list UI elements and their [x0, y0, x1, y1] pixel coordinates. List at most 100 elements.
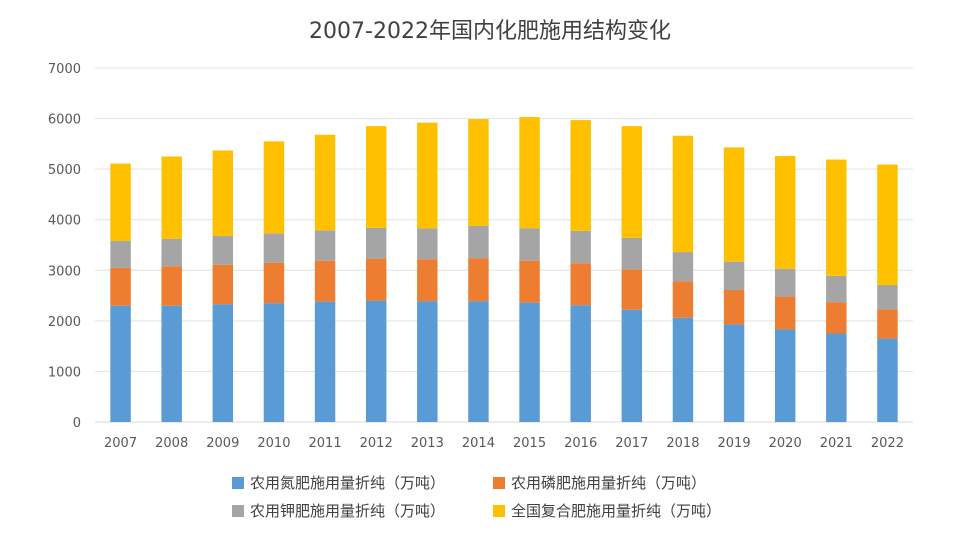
x-tick-label: 2010 — [257, 436, 290, 451]
x-tick-label: 2016 — [564, 436, 597, 451]
bar-segment-series-2-2009 — [212, 235, 234, 265]
y-axis-tick-labels: 0 1000 2000 3000 4000 5000 6000 7000 — [48, 62, 81, 431]
bar-segment-series-3-2009 — [212, 150, 234, 236]
bar-segment-series-2-2017 — [621, 237, 643, 270]
bar-segment-series-2-2010 — [263, 233, 285, 263]
legend-item: 农用磷肥施用量折纯（万吨） — [493, 472, 706, 493]
bar-segment-series-3-2017 — [621, 126, 643, 238]
bar-segment-series-2-2016 — [570, 230, 591, 264]
bar-segment-series-2-2020 — [774, 268, 796, 297]
bar-segment-series-3-2013 — [417, 122, 438, 229]
bar-segment-series-3-2015 — [519, 117, 540, 229]
x-tick-label: 2019 — [718, 436, 751, 451]
bar-segment-series-1-2007 — [110, 267, 131, 306]
bar-segment-series-0-2014 — [468, 301, 489, 422]
bar-segment-series-3-2019 — [723, 147, 745, 262]
x-tick-label: 2015 — [513, 436, 546, 451]
bar-segment-series-1-2016 — [570, 263, 591, 306]
bar-segment-series-1-2009 — [212, 264, 234, 305]
bar-segment-series-1-2020 — [774, 296, 796, 330]
legend-label: 全国复合肥施用量折纯（万吨） — [511, 502, 722, 520]
y-tick-label: 7000 — [48, 62, 81, 77]
bar-segment-series-1-2014 — [468, 258, 489, 302]
bars — [110, 117, 898, 422]
x-tick-label: 2017 — [615, 436, 648, 451]
bar-segment-series-1-2022 — [877, 309, 898, 339]
bar-segment-series-2-2022 — [877, 284, 898, 310]
bar-segment-series-2-2018 — [672, 252, 694, 282]
legend-swatch — [232, 476, 244, 489]
legend-swatch — [493, 476, 505, 489]
bar-segment-series-0-2010 — [263, 303, 285, 422]
y-tick-label: 3000 — [48, 264, 81, 279]
bar-segment-series-1-2015 — [519, 260, 540, 303]
x-tick-label: 2011 — [309, 436, 342, 451]
bar-segment-series-3-2010 — [263, 141, 285, 234]
legend-item: 全国复合肥施用量折纯（万吨） — [493, 500, 721, 521]
bar-segment-series-0-2007 — [110, 305, 131, 422]
bar-segment-series-1-2017 — [621, 269, 643, 310]
bar-segment-series-2-2014 — [468, 225, 489, 259]
legend-item: 农用氮肥施用量折纯（万吨） — [232, 472, 445, 493]
bar-segment-series-3-2012 — [365, 126, 387, 228]
y-tick-label: 0 — [73, 416, 81, 431]
bar-segment-series-2-2013 — [417, 228, 438, 260]
bar-segment-series-3-2016 — [570, 120, 591, 231]
bar-segment-series-0-2016 — [570, 305, 591, 422]
x-tick-label: 2009 — [206, 436, 239, 451]
bar-segment-series-1-2010 — [263, 262, 285, 304]
bar-segment-series-0-2009 — [212, 304, 234, 422]
bar-segment-series-2-2011 — [314, 230, 336, 261]
bar-segment-series-0-2013 — [417, 301, 438, 422]
legend-label: 农用氮肥施用量折纯（万吨） — [250, 474, 446, 492]
x-tick-label: 2007 — [104, 436, 137, 451]
legend-label: 农用钾肥施用量折纯（万吨） — [250, 502, 446, 520]
bar-segment-series-3-2022 — [877, 164, 898, 285]
chart-title: 2007-2022年国内化肥施用结构变化 — [309, 19, 671, 44]
x-tick-label: 2014 — [462, 436, 495, 451]
bar-segment-series-0-2020 — [774, 329, 796, 422]
legend-swatch — [493, 504, 505, 517]
bar-segment-series-1-2008 — [161, 266, 182, 306]
bar-segment-series-1-2019 — [723, 290, 745, 325]
bar-segment-series-0-2019 — [723, 324, 745, 422]
bar-segment-series-1-2011 — [314, 260, 336, 302]
bar-segment-series-0-2022 — [877, 338, 898, 422]
x-tick-label: 2022 — [871, 436, 904, 451]
bar-segment-series-3-2014 — [468, 119, 489, 226]
x-tick-label: 2020 — [769, 436, 802, 451]
bar-segment-series-2-2015 — [519, 228, 540, 261]
bar-segment-series-2-2007 — [110, 240, 131, 268]
x-tick-label: 2012 — [360, 436, 393, 451]
x-tick-label: 2018 — [666, 436, 699, 451]
bar-segment-series-3-2021 — [826, 159, 847, 276]
x-tick-label: 2008 — [155, 436, 188, 451]
bar-segment-series-0-2011 — [314, 301, 336, 422]
x-axis-tick-labels: 2007 2008 2009 2010 2011 2012 2013 2014 2015 2016… — [104, 436, 904, 451]
y-tick-label: 1000 — [48, 365, 81, 380]
bar-segment-series-0-2012 — [365, 300, 387, 422]
y-tick-label: 5000 — [48, 163, 81, 178]
bar-segment-series-2-2012 — [365, 227, 387, 259]
bar-segment-series-1-2021 — [826, 302, 847, 334]
y-tick-label: 2000 — [48, 315, 81, 330]
y-tick-label: 6000 — [48, 113, 81, 128]
bar-segment-series-3-2008 — [161, 156, 182, 239]
bar-segment-series-1-2012 — [365, 258, 387, 301]
bar-segment-series-3-2011 — [314, 134, 336, 231]
bar-segment-series-0-2008 — [161, 305, 182, 422]
x-tick-label: 2021 — [820, 436, 853, 451]
bar-segment-series-3-2018 — [672, 135, 694, 253]
legend-item: 农用钾肥施用量折纯（万吨） — [232, 500, 445, 521]
bar-segment-series-2-2008 — [161, 238, 182, 267]
y-tick-label: 4000 — [48, 214, 81, 229]
x-tick-label: 2013 — [411, 436, 444, 451]
bar-segment-series-1-2018 — [672, 281, 694, 318]
bar-segment-series-0-2017 — [621, 309, 643, 422]
legend-swatch — [232, 504, 244, 517]
bar-segment-series-2-2019 — [723, 261, 745, 291]
bar-segment-series-0-2015 — [519, 302, 540, 422]
bar-segment-series-0-2021 — [826, 333, 847, 422]
